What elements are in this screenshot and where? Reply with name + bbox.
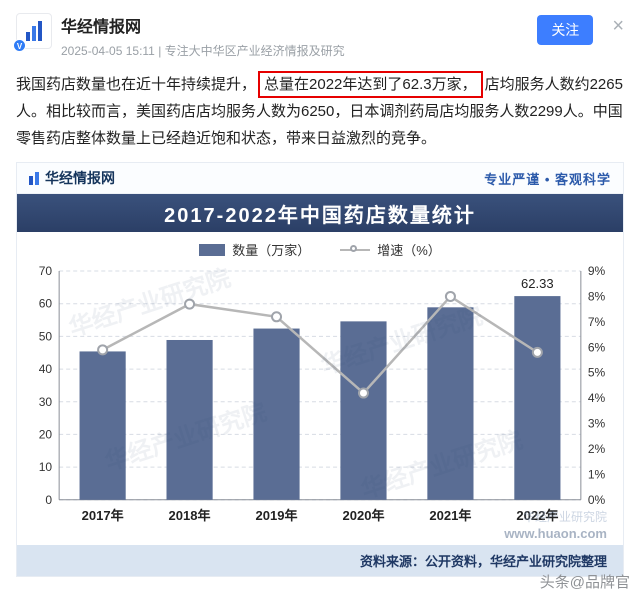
author-name[interactable]: 华经情报网 (61, 19, 142, 36)
chart-legend: 数量（万家） 增速（%） (17, 232, 623, 259)
chart-brand: 华经情报网 (29, 168, 115, 188)
svg-text:60: 60 (39, 297, 53, 311)
svg-text:1%: 1% (588, 467, 606, 481)
chart-title: 2017-2022年中国药店数量统计 (164, 204, 476, 227)
svg-text:2017年: 2017年 (82, 508, 124, 523)
svg-text:3%: 3% (588, 417, 606, 431)
post-meta: 2025-04-05 15:11 | 专注大中华区产业经济情报及研究 (61, 44, 345, 58)
legend-bar-swatch (199, 243, 226, 256)
svg-text:6%: 6% (588, 340, 606, 354)
svg-text:2%: 2% (588, 442, 606, 456)
svg-text:40: 40 (39, 362, 53, 376)
svg-text:10: 10 (39, 460, 53, 474)
svg-text:0%: 0% (588, 493, 606, 507)
svg-text:2018年: 2018年 (169, 508, 211, 523)
page-watermark: 头条@品牌官 (539, 574, 630, 591)
svg-text:5%: 5% (588, 366, 606, 380)
svg-text:20: 20 (39, 427, 53, 441)
svg-text:70: 70 (39, 264, 53, 278)
author-info: 华经情报网 2025-04-05 15:11 | 专注大中华区产业经济情报及研究 (61, 13, 528, 59)
article-text: 我国药店数量也在近十年持续提升， 总量在2022年达到了62.3万家， 店均服务人数… (16, 71, 624, 152)
legend-line-swatch (340, 244, 371, 252)
brand-bars-icon (29, 171, 39, 185)
svg-text:0: 0 (45, 493, 52, 507)
svg-text:8%: 8% (588, 289, 606, 303)
legend-line-marker-icon (350, 244, 358, 252)
article-text-after: 店均服务人数约2265人。相比较而言，美国药店店均服务人数为6250，日本调剂药… (16, 76, 623, 147)
chart-plot: 0 10 20 30 40 50 60 70 0% 1% 2% 3% 4% 5% 6% 7% 8% 9% 2017年… (17, 259, 623, 545)
follow-button[interactable]: 关注 (537, 15, 594, 45)
post-header: V 华经情报网 2025-04-05 15:11 | 专注大中华区产业经济情报及… (0, 0, 640, 63)
chart-card: 华经情报网 专业严谨 • 客观科学 2017-2022年中国药店数量统计 数量（… (16, 162, 624, 577)
verified-badge-icon: V (13, 39, 26, 52)
highlight-box: 总量在2022年达到了62.3万家， (258, 71, 483, 98)
chart-title-banner: 2017-2022年中国药店数量统计 (17, 194, 623, 232)
close-icon[interactable]: × (612, 15, 624, 37)
legend-line-label: 增速（%） (377, 243, 441, 258)
svg-text:2020年: 2020年 (342, 508, 384, 523)
chart-svg: 0 10 20 30 40 50 60 70 0% 1% 2% 3% 4% 5% 6% 7% 8% 9% 2017年… (39, 264, 606, 523)
article-text-before: 我国药店数量也在近十年持续提升， (16, 76, 257, 93)
legend-item-line: 增速（%） (340, 240, 441, 259)
svg-text:2022年: 2022年 (516, 508, 558, 523)
svg-text:30: 30 (39, 395, 53, 409)
chart-slogan: 专业严谨 • 客观科学 (484, 171, 611, 187)
svg-text:2021年: 2021年 (429, 508, 471, 523)
svg-text:7%: 7% (588, 315, 606, 329)
avatar[interactable]: V (13, 13, 52, 52)
svg-text:4%: 4% (588, 391, 606, 405)
chart-top-strip: 华经情报网 专业严谨 • 客观科学 (17, 163, 623, 194)
svg-text:9%: 9% (588, 264, 606, 278)
brand-name: 华经情报网 (45, 170, 115, 186)
source-note: 资料来源：公开资料，华经产业研究院整理 (17, 544, 623, 576)
publisher-logo-icon (26, 21, 42, 41)
svg-text:62.33: 62.33 (521, 276, 554, 291)
legend-item-bars: 数量（万家） (199, 240, 310, 259)
legend-bar-label: 数量（万家） (232, 243, 311, 258)
svg-text:2019年: 2019年 (256, 508, 298, 523)
svg-text:50: 50 (39, 329, 53, 343)
